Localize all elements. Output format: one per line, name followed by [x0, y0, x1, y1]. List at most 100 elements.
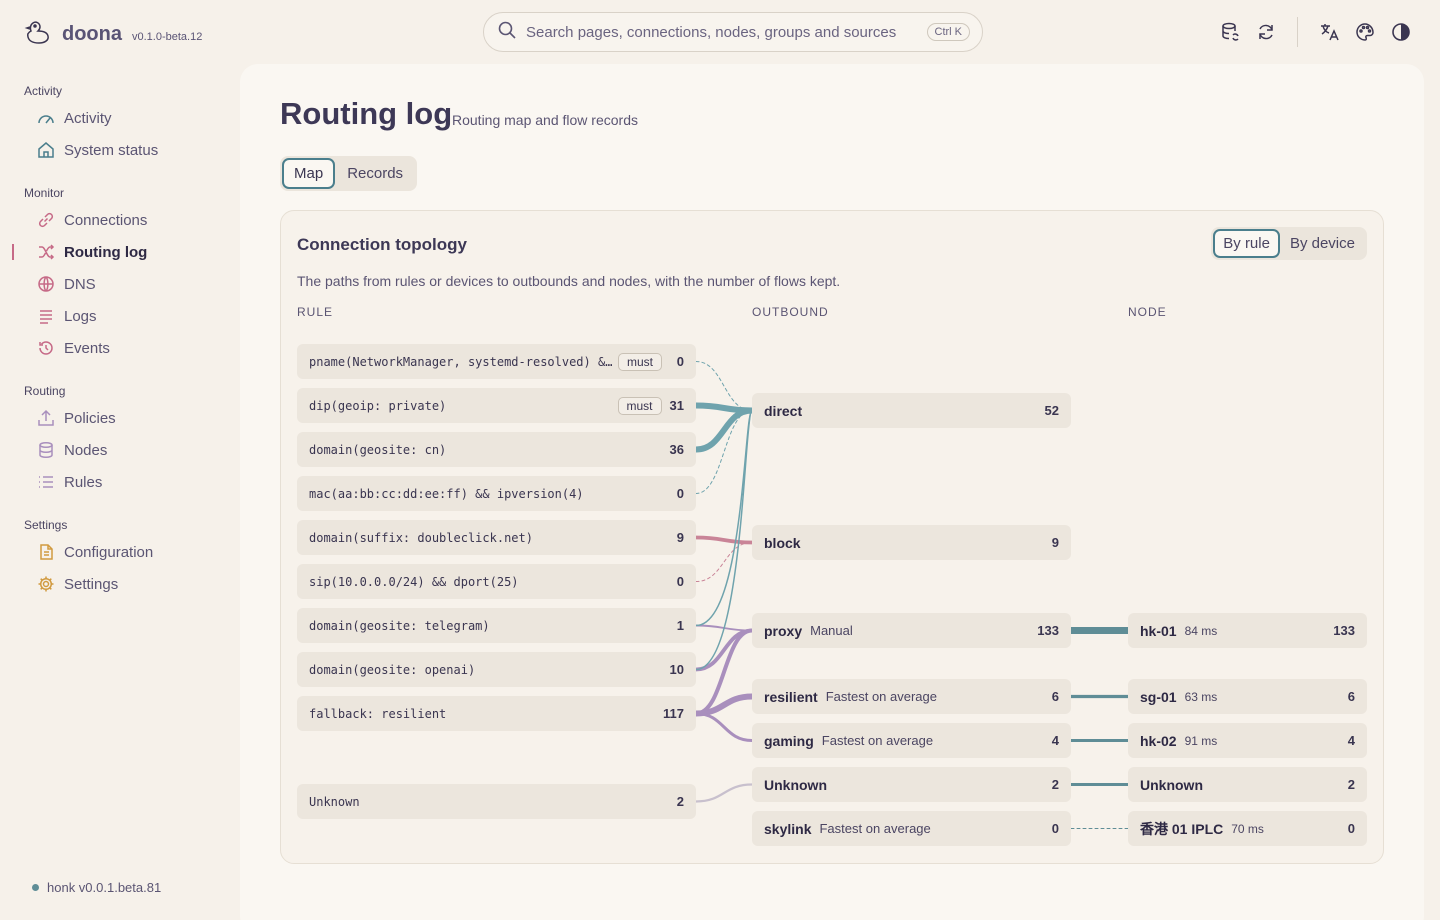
history-icon — [36, 338, 56, 358]
sidebar-item-logs[interactable]: Logs — [0, 300, 240, 332]
rule-row[interactable]: sip(10.0.0.0/24) && dport(25) 0 — [297, 564, 696, 599]
sidebar-item-activity[interactable]: Activity — [0, 102, 240, 134]
node-latency: 63 ms — [1184, 689, 1218, 704]
sidebar-section-routing: Routing — [24, 384, 66, 398]
node-row[interactable]: hk-02 91 ms 4 — [1128, 723, 1367, 758]
app-version: v0.1.0-beta.12 — [132, 30, 203, 43]
rule-expression: sip(10.0.0.0/24) && dport(25) — [309, 574, 519, 589]
sidebar-item-policies[interactable]: Policies — [0, 402, 240, 434]
outbound-name: skylink — [764, 820, 812, 837]
must-badge: must — [617, 396, 662, 415]
outbound-strategy: Fastest on average — [819, 821, 931, 836]
rule-count: 10 — [669, 662, 684, 677]
search-icon — [498, 21, 516, 44]
translate-icon[interactable] — [1318, 21, 1340, 43]
gauge-icon — [36, 108, 56, 128]
rule-count: 2 — [676, 794, 684, 809]
shuffle-icon — [36, 242, 56, 262]
core-version: honk v0.0.1.beta.81 — [32, 880, 161, 895]
page-subtitle: Routing map and flow records — [452, 112, 638, 128]
sidebar-item-routing-log[interactable]: Routing log — [0, 236, 240, 268]
mode-by-rule[interactable]: By rule — [1213, 229, 1280, 258]
sidebar-section-settings: Settings — [24, 518, 68, 532]
app-name: doona — [62, 23, 122, 45]
node-row[interactable]: sg-01 63 ms 6 — [1128, 679, 1367, 714]
rule-expression: domain(geosite: cn) — [309, 442, 447, 457]
rule-count: 0 — [676, 354, 684, 369]
sidebar-item-label: Rules — [64, 473, 103, 491]
tab-records[interactable]: Records — [347, 165, 404, 182]
rule-row[interactable]: fallback: resilient 117 — [297, 696, 696, 731]
rule-count: 0 — [676, 486, 684, 501]
node-name: 香港 01 IPLC — [1140, 820, 1224, 837]
lines-icon — [36, 306, 56, 326]
outbound-strategy: Manual — [810, 623, 853, 638]
flow-link — [695, 410, 753, 494]
flow-link — [695, 542, 753, 582]
sidebar-item-label: Events — [64, 339, 110, 357]
outbound-count: 52 — [1044, 403, 1059, 418]
outbound-row[interactable]: Unknown 2 — [752, 767, 1071, 802]
gear-icon — [36, 574, 56, 594]
outbound-name: resilient — [764, 688, 818, 705]
tab-map[interactable]: Map — [282, 158, 336, 189]
contrast-icon[interactable] — [1390, 21, 1412, 43]
refresh-icon[interactable] — [1255, 21, 1277, 43]
rule-row[interactable]: domain(suffix: doubleclick.net) 9 — [297, 520, 696, 555]
globe-icon — [36, 274, 56, 294]
database-sync-icon[interactable] — [1219, 21, 1241, 43]
rule-row[interactable]: mac(aa:bb:cc:dd:ee:ff) && ipversion(4) 0 — [297, 476, 696, 511]
node-name: sg-01 — [1140, 688, 1177, 705]
database-icon — [36, 440, 56, 460]
sidebar: Activity Activity System status Monitor … — [0, 78, 240, 600]
app-logo[interactable]: doona v0.1.0-beta.12 — [24, 18, 202, 51]
flow-link — [695, 361, 753, 411]
sidebar-item-dns[interactable]: DNS — [0, 268, 240, 300]
rule-row[interactable]: domain(geosite: cn) 36 — [297, 432, 696, 467]
outbound-row[interactable]: proxy Manual 133 — [752, 613, 1071, 648]
sidebar-item-nodes[interactable]: Nodes — [0, 434, 240, 466]
sidebar-item-events[interactable]: Events — [0, 332, 240, 364]
sidebar-item-system-status[interactable]: System status — [0, 134, 240, 166]
rule-row[interactable]: dip(geoip: private) must 31 — [297, 388, 696, 423]
sidebar-item-connections[interactable]: Connections — [0, 204, 240, 236]
rule-count: 0 — [676, 574, 684, 589]
outbound-row[interactable]: direct 52 — [752, 393, 1071, 428]
topology-panel: Connection topology The paths from rules… — [280, 210, 1384, 864]
rule-count: 1 — [676, 618, 684, 633]
sidebar-item-settings[interactable]: Settings — [0, 568, 240, 600]
outbound-row[interactable]: skylink Fastest on average 0 — [752, 811, 1071, 846]
rule-expression: pname(NetworkManager, systemd-resolved) … — [309, 354, 613, 369]
flow-link — [693, 693, 755, 717]
rule-row[interactable]: Unknown 2 — [297, 784, 696, 819]
search-input[interactable]: Search pages, connections, nodes, groups… — [483, 12, 983, 52]
outbound-name: proxy — [764, 622, 803, 639]
sidebar-item-label: Logs — [64, 307, 97, 325]
outbound-count: 4 — [1051, 733, 1059, 748]
mode-by-device[interactable]: By device — [1289, 235, 1355, 252]
rule-row[interactable]: pname(NetworkManager, systemd-resolved) … — [297, 344, 696, 379]
outbound-row[interactable]: gaming Fastest on average 4 — [752, 723, 1071, 758]
outbound-row[interactable]: resilient Fastest on average 6 — [752, 679, 1071, 714]
node-row[interactable]: 香港 01 IPLC 70 ms 0 — [1128, 811, 1367, 846]
rule-row[interactable]: domain(geosite: openai) 10 — [297, 652, 696, 687]
rule-row[interactable]: domain(geosite: telegram) 1 — [297, 608, 696, 643]
sidebar-item-configuration[interactable]: Configuration — [0, 536, 240, 568]
sidebar-item-label: Nodes — [64, 441, 108, 459]
flow-link — [694, 712, 754, 742]
column-header-outbound: OUTBOUND — [752, 305, 829, 319]
palette-icon[interactable] — [1354, 21, 1376, 43]
flow-link — [693, 402, 755, 414]
outbound-strategy: Fastest on average — [821, 733, 934, 748]
rule-expression: fallback: resilient — [309, 706, 447, 721]
node-name: hk-02 — [1140, 732, 1177, 749]
outbound-strategy: Fastest on average — [825, 689, 937, 704]
node-name: Unknown — [1140, 776, 1203, 793]
column-header-rule: RULE — [297, 305, 334, 319]
sidebar-item-rules[interactable]: Rules — [0, 466, 240, 498]
node-row[interactable]: Unknown 2 — [1128, 767, 1367, 802]
outbound-row[interactable]: block 9 — [752, 525, 1071, 560]
node-row[interactable]: hk-01 84 ms 133 — [1128, 613, 1367, 648]
sidebar-item-label: Connections — [64, 211, 148, 229]
outbound-name: Unknown — [764, 776, 827, 793]
